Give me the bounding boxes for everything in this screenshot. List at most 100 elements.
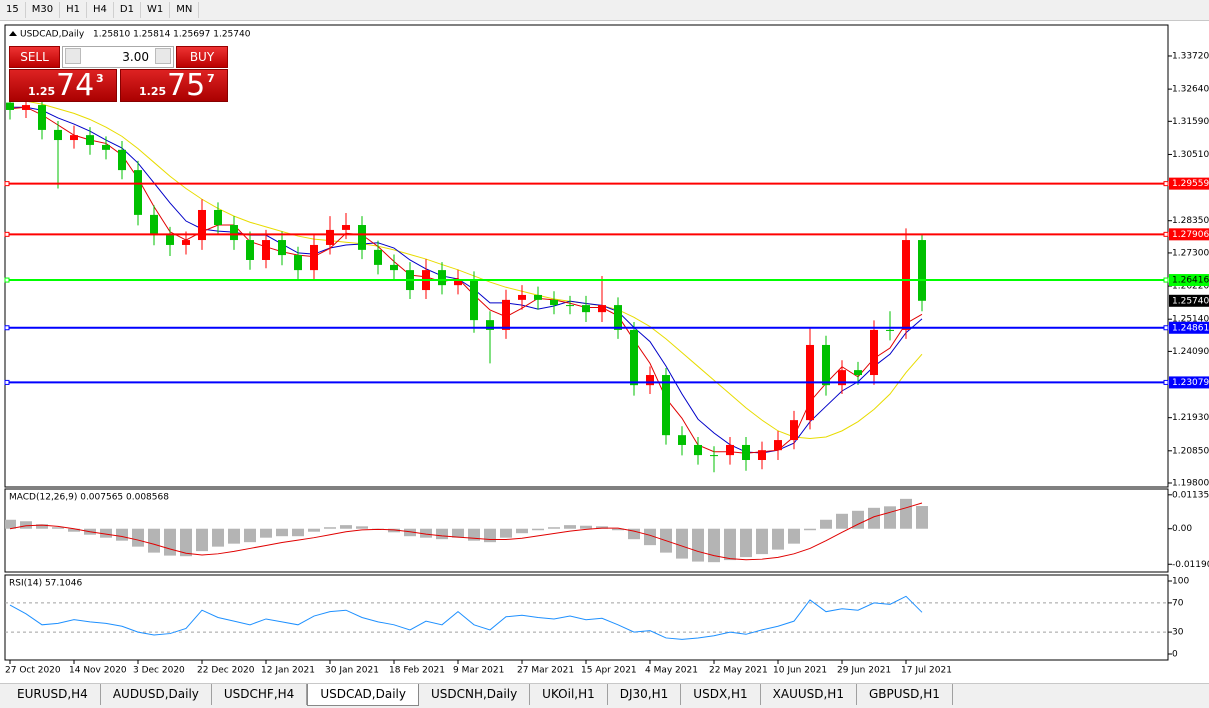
macd-bar <box>628 528 640 540</box>
chart-tab[interactable]: EURUSD,H4 <box>5 684 101 705</box>
lots-down[interactable] <box>65 48 81 64</box>
level-handle <box>1163 379 1169 385</box>
candle-body <box>214 209 222 226</box>
candle-body <box>918 240 926 301</box>
chart-tab[interactable]: GBPUSD,H1 <box>857 684 953 705</box>
candle-body <box>502 299 510 330</box>
y-tick-label: 1.19800 <box>1172 479 1209 489</box>
y-tick-label: 0.01135 <box>1172 490 1209 500</box>
chart-tab[interactable]: XAUUSD,H1 <box>761 684 857 705</box>
one-click-trading: SELL 3.00 BUY 1.25 74 3 1.25 75 7 <box>9 46 228 103</box>
level-handle <box>1163 181 1169 187</box>
macd-bar <box>564 525 576 529</box>
ask-box[interactable]: 1.25 75 7 <box>120 68 228 103</box>
candle-body <box>566 305 574 307</box>
macd-bar <box>100 528 112 538</box>
candle-body <box>278 240 286 256</box>
timeframe-button[interactable]: M30 <box>26 2 61 18</box>
timeframe-button[interactable]: MN <box>170 2 200 18</box>
candle-body <box>86 135 94 145</box>
chart-tab[interactable]: USDCNH,Daily <box>419 684 531 705</box>
timeframe-button[interactable]: 15 <box>0 2 26 18</box>
level-handle <box>4 277 10 283</box>
candle-body <box>182 240 190 245</box>
candle-body <box>822 344 830 386</box>
candle-body <box>902 240 910 330</box>
bid-pips: 74 <box>56 68 95 103</box>
candle-body <box>838 370 846 386</box>
macd-panel <box>4 488 1169 573</box>
macd-bar <box>916 506 928 529</box>
timeframe-button[interactable]: H1 <box>60 2 87 18</box>
y-tick-label: 1.31590 <box>1172 117 1209 127</box>
macd-bar <box>132 528 144 547</box>
macd-bar <box>340 525 352 529</box>
y-tick-label: 1.33720 <box>1172 51 1209 61</box>
bid-prefix: 1.25 <box>28 85 56 98</box>
timeframe-button[interactable]: H4 <box>87 2 114 18</box>
bid-point: 3 <box>96 72 104 85</box>
candle-body <box>22 105 30 110</box>
candle-body <box>150 214 158 236</box>
level-handle <box>1163 231 1169 237</box>
timeframe-button[interactable]: D1 <box>114 2 141 18</box>
level-handle <box>1163 277 1169 283</box>
x-tick-label: 14 Nov 2020 <box>69 666 127 676</box>
macd-bar <box>324 527 336 529</box>
level-label: 1.23079 <box>1172 378 1209 388</box>
x-tick-label: 12 Jan 2021 <box>261 666 315 676</box>
candle-body <box>38 105 46 130</box>
candle-body <box>166 235 174 245</box>
chart-tab[interactable]: USDCHF,H4 <box>212 684 308 705</box>
y-tick-label: 1.20850 <box>1172 446 1209 456</box>
x-tick-label: 17 Jul 2021 <box>901 666 952 676</box>
macd-bar <box>36 524 48 529</box>
sell-button[interactable]: SELL <box>9 46 60 68</box>
x-tick-label: 3 Dec 2020 <box>133 666 185 676</box>
chart-tab[interactable]: USDCAD,Daily <box>307 684 419 706</box>
candle-body <box>630 329 638 386</box>
macd-bar <box>500 528 512 538</box>
macd-bar <box>212 528 224 547</box>
ask-pips: 75 <box>167 68 206 103</box>
macd-bar <box>468 528 480 541</box>
candle-body <box>550 299 558 306</box>
macd-bar <box>52 527 64 529</box>
level-label: 1.29559 <box>1172 179 1209 189</box>
candle-body <box>710 455 718 457</box>
y-tick-label: 1.24090 <box>1172 347 1209 357</box>
level-label-box <box>1169 376 1209 389</box>
macd-bar <box>228 528 240 544</box>
chart-tab[interactable]: DJ30,H1 <box>608 684 682 705</box>
y-tick-label: 1.32640 <box>1172 85 1209 95</box>
timeframe-button[interactable]: W1 <box>141 2 171 18</box>
buy-button[interactable]: BUY <box>176 46 228 68</box>
x-tick-label: 18 Feb 2021 <box>389 666 445 676</box>
macd-bar <box>692 528 704 562</box>
level-handle <box>4 325 10 331</box>
x-tick-label: 27 Oct 2020 <box>5 666 61 676</box>
chart-tab[interactable]: USDX,H1 <box>681 684 761 705</box>
macd-bar <box>148 528 160 553</box>
ask-prefix: 1.25 <box>139 85 167 98</box>
macd-bar <box>868 507 880 529</box>
bid-box[interactable]: 1.25 74 3 <box>9 68 117 103</box>
chart-tab[interactable]: AUDUSD,Daily <box>101 684 212 705</box>
level-label: 1.24861 <box>1172 323 1209 333</box>
lots-input[interactable]: 3.00 <box>62 46 174 68</box>
macd-bar <box>836 513 848 529</box>
macd-bar <box>388 528 400 533</box>
macd-bar <box>452 528 464 538</box>
lots-up[interactable] <box>155 48 171 64</box>
candle-body <box>6 102 14 110</box>
chart-tab[interactable]: UKOil,H1 <box>530 684 608 705</box>
macd-bar <box>164 528 176 556</box>
candle-body <box>358 225 366 250</box>
x-tick-label: 29 Jun 2021 <box>837 666 891 676</box>
collapse-icon[interactable] <box>9 31 17 36</box>
y-tick-label: 0.00 <box>1172 524 1192 534</box>
moving-average <box>9 106 923 454</box>
x-tick-label: 15 Apr 2021 <box>581 666 637 676</box>
level-label-box <box>1169 321 1209 334</box>
